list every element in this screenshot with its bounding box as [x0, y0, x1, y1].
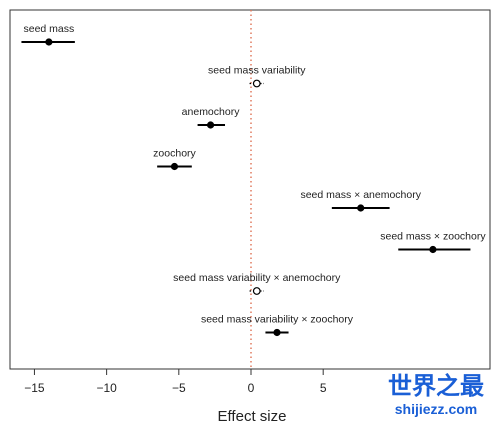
estimate-label: seed mass × anemochory — [300, 189, 421, 201]
estimate-label: seed mass — [23, 23, 74, 35]
x-tick-label: −10 — [96, 381, 117, 395]
x-tick-label: 5 — [320, 381, 327, 395]
watermark: 世界之最 shijiezz.com — [388, 372, 485, 417]
estimate-label: zoochory — [153, 148, 196, 160]
x-tick-label: −5 — [172, 381, 186, 395]
plot-frame — [9, 9, 491, 370]
estimate-point — [45, 38, 53, 46]
estimate-label: seed mass variability × zoochory — [201, 314, 354, 326]
estimate-point — [429, 245, 437, 254]
x-axis-label: Effect size — [218, 408, 287, 425]
x-tick-label: −15 — [24, 381, 45, 395]
estimate-point — [170, 162, 179, 171]
estimate-label: anemochory — [182, 106, 241, 118]
x-axis: −15 −10 −5 0 5 — [24, 369, 327, 395]
estimate-label: seed mass × zoochory — [380, 231, 486, 243]
estimate-point — [273, 328, 281, 337]
estimate-label: seed mass variability — [208, 65, 306, 77]
x-tick-label: 0 — [248, 381, 255, 395]
watermark-url: shijiezz.com — [395, 401, 477, 417]
estimate-label: seed mass variability × anemochory — [173, 272, 341, 284]
estimate-point — [357, 204, 365, 212]
effect-estimates: seed mass seed mass variability anemochory… — [21, 23, 486, 337]
watermark-cn: 世界之最 — [388, 372, 485, 400]
estimate-point — [206, 121, 215, 129]
estimate-point-open — [252, 79, 261, 88]
estimate-point-open — [252, 287, 261, 295]
